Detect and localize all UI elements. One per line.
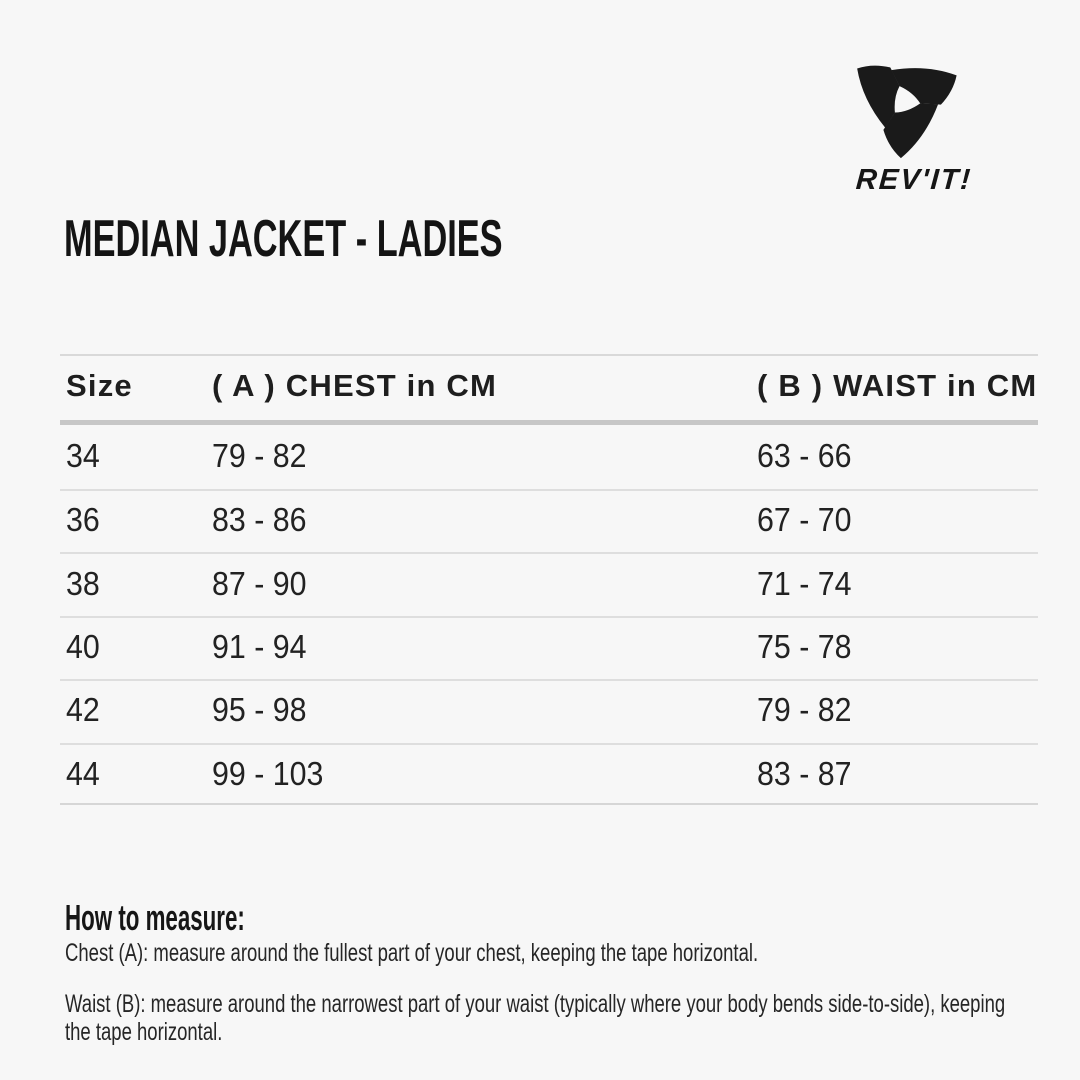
- chest-value: 83 - 86: [212, 501, 307, 538]
- waist-instruction: Waist (B): measure around the narrowest …: [65, 990, 1006, 1046]
- table-bottom-rule: [60, 803, 1038, 805]
- waist-value: 71 - 74: [757, 565, 852, 602]
- column-header-waist: ( B ) WAIST in CM: [757, 368, 1038, 403]
- waist-value: 63 - 66: [757, 437, 852, 474]
- chest-value: 99 - 103: [212, 755, 324, 792]
- page-title: MEDIAN JACKET - LADIES: [64, 210, 503, 268]
- table-header-rule: [60, 420, 1038, 425]
- chest-value: 91 - 94: [212, 628, 307, 665]
- size-value: 44: [66, 755, 100, 792]
- table-row: 44 99 - 103 83 - 87: [60, 757, 1038, 791]
- chest-value: 79 - 82: [212, 437, 307, 474]
- table-top-rule: [60, 354, 1038, 356]
- revit-wordmark: REV'IT!: [854, 164, 974, 196]
- table-row: 34 79 - 82 63 - 66: [60, 439, 1038, 473]
- waist-value: 75 - 78: [757, 628, 852, 665]
- table-row: 40 91 - 94 75 - 78: [60, 630, 1038, 664]
- size-value: 34: [66, 437, 100, 474]
- row-divider: [60, 743, 1038, 745]
- row-divider: [60, 552, 1038, 554]
- how-to-measure-heading: How to measure:: [65, 897, 245, 938]
- chest-value: 87 - 90: [212, 565, 307, 602]
- table-row: 36 83 - 86 67 - 70: [60, 503, 1038, 537]
- row-divider: [60, 616, 1038, 618]
- waist-value: 67 - 70: [757, 501, 852, 538]
- table-header-row: Size ( A ) CHEST in CM ( B ) WAIST in CM: [60, 370, 1038, 404]
- column-header-size: Size: [66, 368, 133, 403]
- row-divider: [60, 679, 1038, 681]
- size-value: 42: [66, 691, 100, 728]
- table-row: 42 95 - 98 79 - 82: [60, 693, 1038, 727]
- chest-value: 95 - 98: [212, 691, 307, 728]
- table-row: 38 87 - 90 71 - 74: [60, 567, 1038, 601]
- row-divider: [60, 489, 1038, 491]
- revit-logo-icon: [857, 65, 957, 159]
- size-value: 40: [66, 628, 100, 665]
- size-value: 38: [66, 565, 100, 602]
- waist-value: 83 - 87: [757, 755, 852, 792]
- size-value: 36: [66, 501, 100, 538]
- column-header-chest: ( A ) CHEST in CM: [212, 368, 498, 403]
- waist-value: 79 - 82: [757, 691, 852, 728]
- chest-instruction: Chest (A): measure around the fullest pa…: [65, 939, 759, 967]
